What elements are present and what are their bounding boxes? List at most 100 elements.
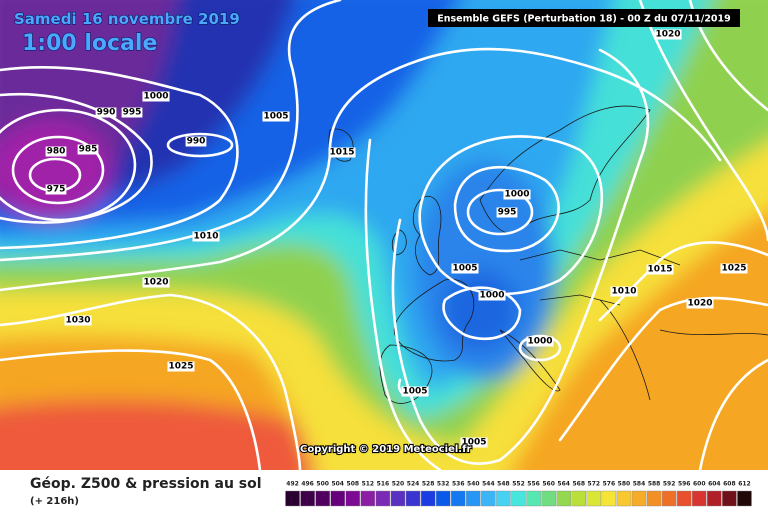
label-text: 975 <box>47 185 66 195</box>
label-bg <box>460 437 488 448</box>
isobar-label: 985 <box>77 144 99 155</box>
colorbar-label: 568 <box>572 481 585 488</box>
colorbar-swatch <box>360 490 376 507</box>
label-text: 1015 <box>647 265 672 275</box>
header-box <box>428 9 740 27</box>
isobar-label: 990 <box>95 107 117 118</box>
colorbar-swatch <box>526 490 541 507</box>
isobar-label: 1015 <box>646 264 674 275</box>
colorbar-swatch <box>586 490 602 507</box>
label-bg <box>654 29 682 40</box>
date: Samedi 16 novembre 2019 <box>14 10 240 28</box>
label-bg <box>95 107 117 118</box>
colorbar-swatch <box>631 490 647 507</box>
label-bg <box>646 264 674 275</box>
colorbar-label: 504 <box>331 481 344 488</box>
colorbar-label: 572 <box>588 481 601 488</box>
label-bg <box>64 315 92 326</box>
isobar-label: 1000 <box>142 91 170 102</box>
colorbar-label: 492 <box>286 481 299 488</box>
colorbar-swatch <box>315 490 330 507</box>
label-bg <box>526 336 554 347</box>
colorbar-swatch <box>451 490 466 507</box>
label-text: 980 <box>47 147 66 157</box>
colorbar-label: 508 <box>347 481 360 488</box>
label-bg <box>478 290 506 301</box>
label-bg <box>451 263 479 274</box>
colorbar-swatch <box>541 490 556 507</box>
label-bg <box>121 107 143 118</box>
label-text: 1020 <box>687 299 712 309</box>
label-bg <box>610 286 638 297</box>
label-bg <box>328 147 356 158</box>
label-text: 1000 <box>143 92 168 102</box>
label-bg <box>192 231 220 242</box>
label-text: 1000 <box>527 337 552 347</box>
colorbar-label: 584 <box>633 481 646 488</box>
colorbar-label: 604 <box>708 481 721 488</box>
isobar-label: 1000 <box>478 290 506 301</box>
colorbar-label: 612 <box>738 481 751 488</box>
isobar-label: 1025 <box>167 361 195 372</box>
coastlines <box>328 105 768 404</box>
colorbar-swatch <box>420 490 436 507</box>
colorbar-swatch <box>722 490 737 507</box>
isobar-label: 1000 <box>503 189 531 200</box>
isobars <box>0 0 768 470</box>
model-info: Ensemble GEFS (Perturbation 18) - 00 Z d… <box>437 14 731 25</box>
label-text: 1000 <box>504 190 529 200</box>
label-bg <box>401 386 429 397</box>
colorbar-label: 520 <box>392 481 405 488</box>
colorbar-label: 536 <box>452 481 465 488</box>
label-bg <box>45 184 67 195</box>
colorbar-label: 556 <box>527 481 540 488</box>
label-text: 1030 <box>65 316 90 326</box>
label-bg <box>45 146 67 157</box>
colorbar-label: 528 <box>422 481 435 488</box>
colorbar-label: 600 <box>693 481 706 488</box>
lead-time: (+ 216h) <box>30 496 79 507</box>
label-bg <box>142 277 170 288</box>
isobar-label: 1010 <box>610 286 638 297</box>
colorbar-label: 560 <box>542 481 555 488</box>
label-bg <box>496 207 518 218</box>
label-text: 1010 <box>193 232 218 242</box>
label-text: 1025 <box>721 264 746 274</box>
isobar-label: 1015 <box>328 147 356 158</box>
label-text: 1015 <box>329 148 354 158</box>
colorbar-label: 592 <box>663 481 676 488</box>
colorbar-label: 516 <box>377 481 390 488</box>
colorbar: 492 496 500 504 508 512 516 520 524 528 532 536 540 5… <box>285 481 752 507</box>
colorbar-label: 564 <box>557 481 570 488</box>
label-bg <box>142 91 170 102</box>
colorbar-swatch <box>330 490 345 507</box>
label-text: 995 <box>123 108 142 118</box>
colorbar-swatch <box>737 490 752 507</box>
label-text: 1020 <box>655 30 680 40</box>
copyright: Copyright © 2019 Meteociel.fr <box>300 444 471 455</box>
colorbar-swatch <box>616 490 632 507</box>
colorbar-swatch <box>601 490 617 507</box>
colorbar-label: 580 <box>618 481 631 488</box>
colorbar-label: 548 <box>497 481 510 488</box>
isobar-label: 980 <box>45 146 67 157</box>
colorbar-label: 576 <box>603 481 616 488</box>
isobar-label: 1005 <box>451 263 479 274</box>
label-text: 1005 <box>452 264 477 274</box>
colorbar-swatch <box>300 490 315 507</box>
colorbar-swatch <box>496 490 511 507</box>
isobar-label: 975 <box>45 184 67 195</box>
colorbar-label: 596 <box>678 481 691 488</box>
label-text: 1005 <box>263 112 288 122</box>
colorbar-swatch <box>481 490 496 507</box>
isobar-label: 990 <box>185 136 207 147</box>
isobar-label: 1020 <box>654 29 682 40</box>
colorbar-swatch <box>345 490 361 507</box>
isobar-label: 1030 <box>64 315 92 326</box>
isobar-label: 1020 <box>686 298 714 309</box>
label-bg <box>686 298 714 309</box>
colorbar-swatch <box>390 490 406 507</box>
colorbar-swatch <box>435 490 451 507</box>
colorbar-swatch <box>676 490 692 507</box>
colorbar-swatch <box>707 490 722 507</box>
